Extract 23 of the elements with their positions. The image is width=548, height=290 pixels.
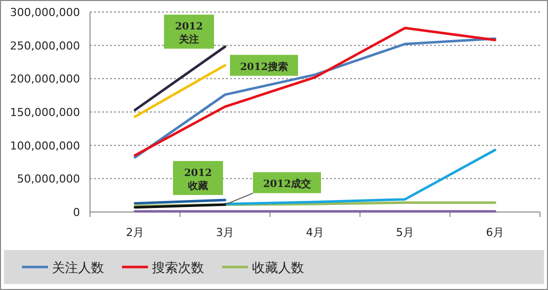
annotation: 2012搜索: [240, 60, 288, 73]
y-tick-label: 200,000,000: [10, 72, 80, 86]
x-tick-label: 6月: [486, 226, 504, 239]
legend-label: 关注人数: [52, 261, 104, 276]
annotation: 2012搜索: [230, 54, 298, 76]
annotation: 2012 关注: [175, 22, 203, 46]
y-tick-label: 100,000,000: [10, 139, 80, 152]
x-tick-label: 2月: [126, 226, 144, 239]
x-tick-label: 4月: [306, 226, 324, 239]
x-tick-label: 3月: [216, 226, 234, 239]
legend-label: 收藏人数: [252, 261, 304, 276]
y-tick-label: 50,000,000: [17, 172, 80, 186]
legend-label: 搜索次数: [152, 261, 204, 276]
y-tick-label: 250,000,000: [10, 39, 80, 52]
x-tick-label: 5月: [396, 226, 414, 239]
annotation: 2012 关注: [164, 14, 214, 49]
y-tick-label: 300,000,000: [10, 6, 80, 19]
annotation: 2012成交: [224, 172, 321, 206]
annotation: 2012 收藏: [184, 168, 212, 192]
annotation: 2012成交: [263, 178, 311, 190]
annotation: 2012 收藏: [173, 161, 223, 195]
y-tick-label: 150,000,000: [10, 106, 80, 119]
y-tick-label: 0: [73, 206, 80, 219]
